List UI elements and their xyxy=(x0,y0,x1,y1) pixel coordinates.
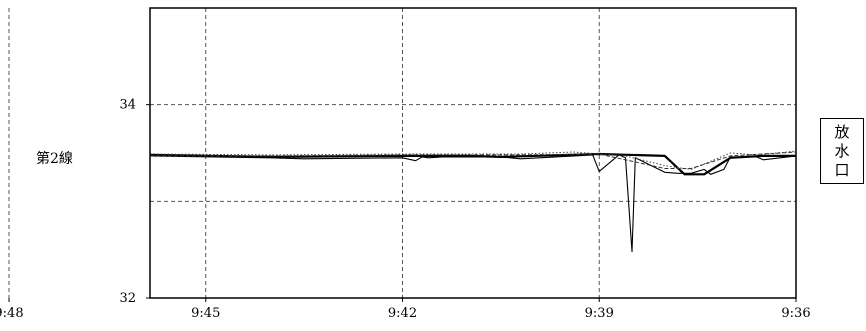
legend-box: 放 水 口 xyxy=(820,118,864,184)
legend-char-3: 口 xyxy=(834,160,850,179)
series-line-1 xyxy=(149,152,796,176)
legend-char-1: 放 xyxy=(834,122,850,141)
x-tick-label: 9:45 xyxy=(191,306,220,321)
series-line-3 xyxy=(149,150,797,170)
legend-char-2: 水 xyxy=(834,141,850,160)
series-line-2 xyxy=(149,154,797,253)
y-tick-label: 32 xyxy=(119,291,136,306)
grid-lines xyxy=(8,8,796,298)
x-tick-label: 9:39 xyxy=(585,306,614,321)
series-line-4 xyxy=(150,151,797,169)
x-tick-label: 9:48 xyxy=(0,306,24,321)
plot-frame xyxy=(149,7,797,299)
x-tick-label: 9:36 xyxy=(781,306,810,321)
line-label: 第2線 xyxy=(36,151,73,167)
y-tick-label: 34 xyxy=(119,98,136,113)
x-tick-label: 9:42 xyxy=(388,306,417,321)
series-lines xyxy=(149,150,797,253)
